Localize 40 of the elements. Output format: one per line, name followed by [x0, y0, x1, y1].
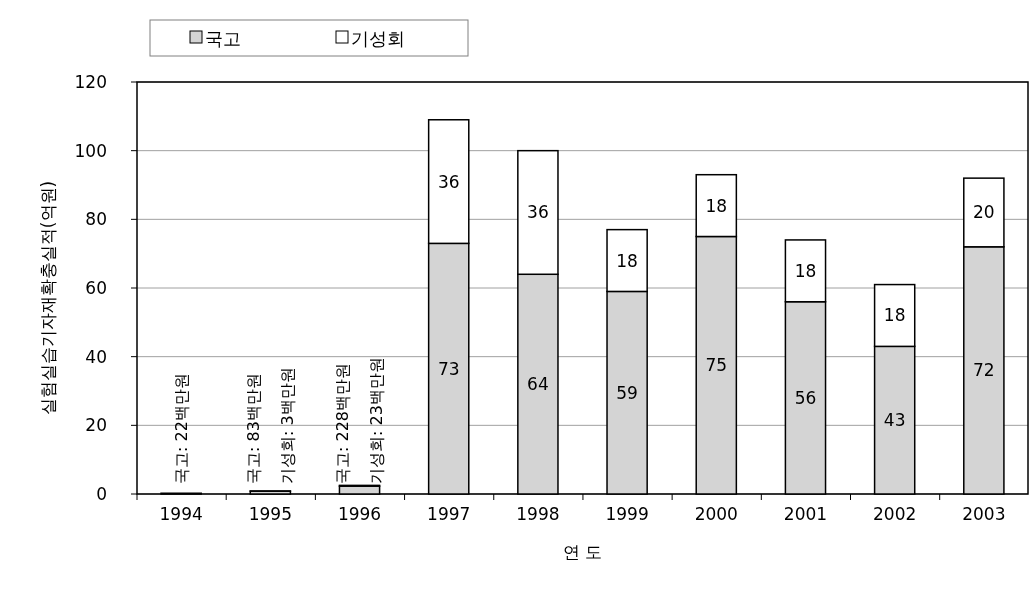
data-label: 56 — [794, 387, 817, 408]
x-tick-label: 1996 — [337, 504, 382, 524]
x-tick-label: 2001 — [783, 504, 828, 524]
legend-label: 기성회 — [351, 27, 405, 49]
annotation: 국고: 22백만원 — [171, 373, 191, 484]
data-label: 43 — [883, 410, 906, 431]
data-label: 18 — [616, 250, 638, 271]
x-tick-label: 1999 — [605, 504, 649, 524]
data-label: 18 — [794, 260, 817, 281]
y-tick-label: 100 — [74, 140, 107, 161]
annotation: 기성회: 3백만원 — [277, 367, 297, 484]
data-label: 36 — [527, 202, 549, 223]
y-tick-label: 20 — [85, 415, 107, 436]
y-tick-label: 0 — [96, 484, 107, 504]
data-label: 20 — [973, 202, 995, 223]
x-tick-label: 1994 — [159, 504, 203, 524]
y-axis-title: 실험실습기자재확충실적(억원) — [38, 180, 58, 416]
x-tick-label: 1995 — [248, 504, 292, 524]
x-tick-label: 2003 — [962, 504, 1006, 524]
annotation: 국고: 228백만원 — [333, 362, 353, 484]
y-tick-label: 60 — [85, 278, 107, 298]
data-label: 75 — [705, 355, 728, 376]
data-label: 72 — [973, 360, 995, 381]
data-label: 59 — [616, 382, 638, 403]
y-tick-label: 40 — [85, 346, 107, 367]
y-tick-label: 80 — [85, 209, 107, 230]
annotation: 국고: 83백만원 — [243, 373, 263, 484]
data-label: 18 — [883, 305, 906, 326]
annotation: 기성회: 23백만원 — [367, 357, 387, 484]
legend-label: 국고 — [205, 27, 241, 49]
data-label: 36 — [437, 171, 460, 192]
x-tick-label: 2000 — [694, 504, 738, 524]
x-tick-label: 1998 — [516, 504, 560, 524]
data-label: 18 — [705, 195, 728, 216]
x-tick-label: 1997 — [427, 504, 471, 524]
data-label: 73 — [437, 358, 460, 379]
data-label: 64 — [527, 374, 549, 395]
x-tick-label: 2002 — [873, 504, 917, 524]
y-tick-label: 120 — [74, 72, 107, 92]
x-axis-title: 연 도 — [562, 542, 603, 562]
